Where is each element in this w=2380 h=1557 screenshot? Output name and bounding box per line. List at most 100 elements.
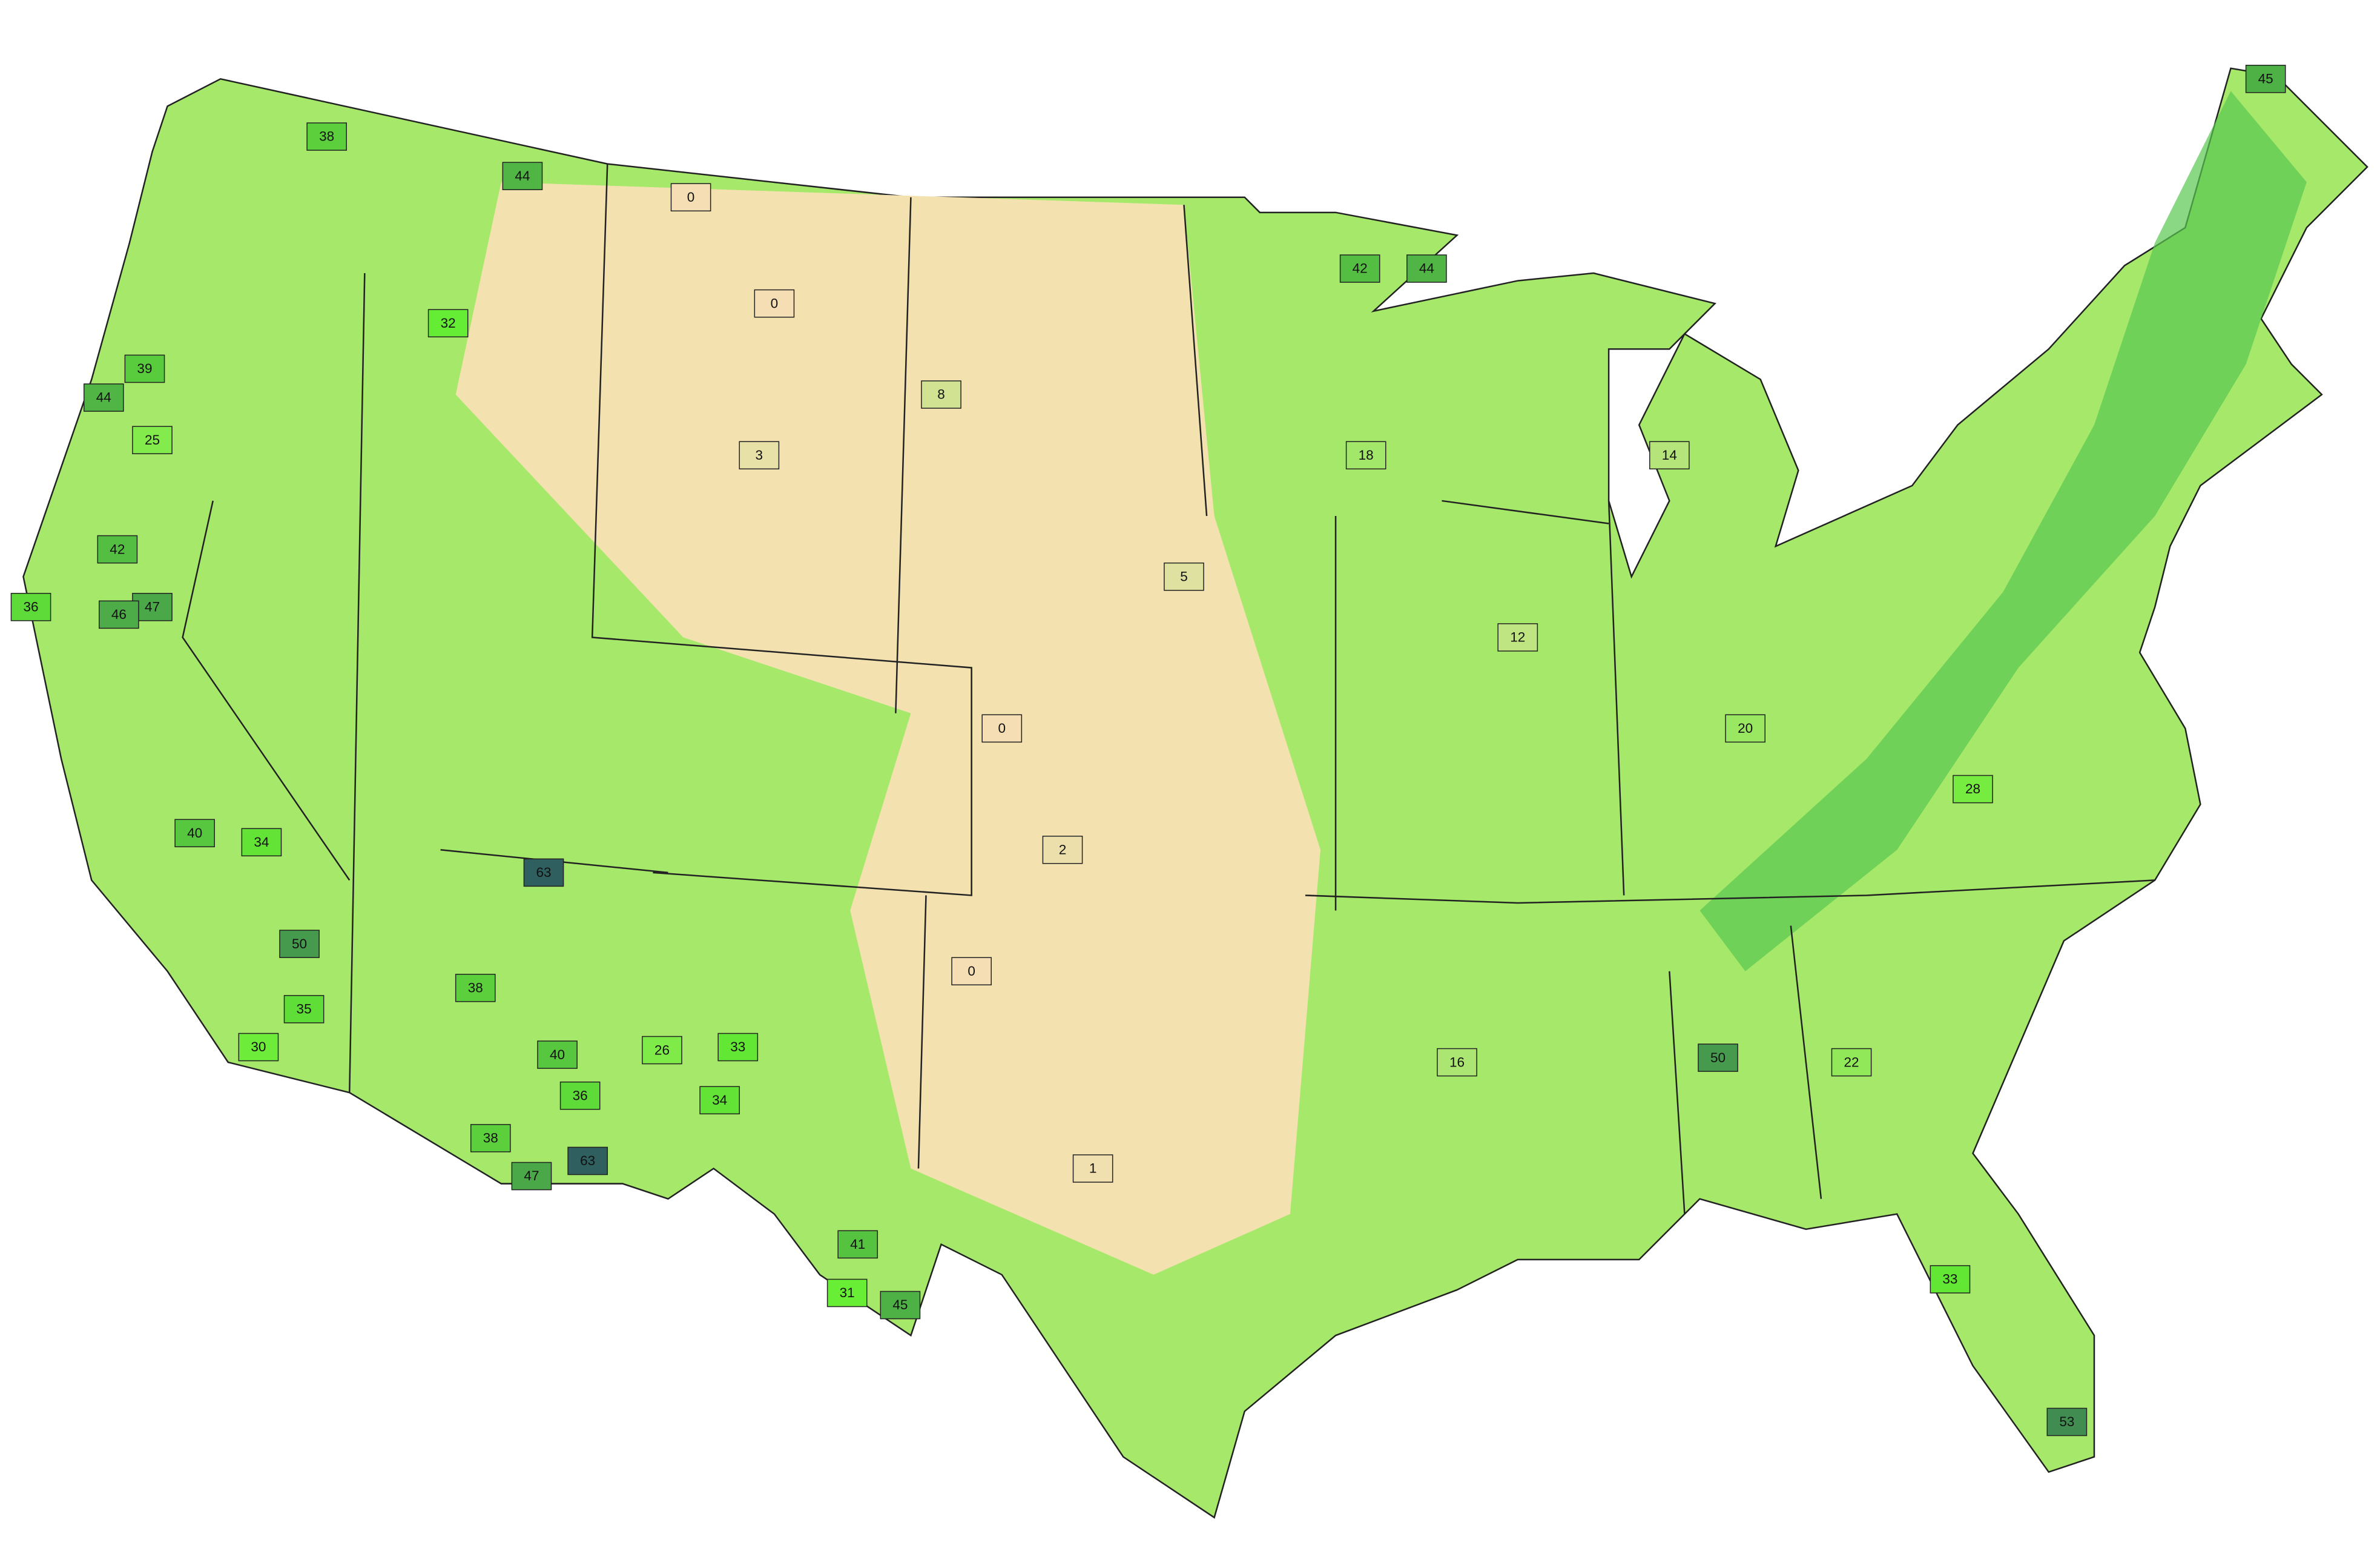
county-value-label: 20 <box>1738 721 1753 736</box>
county-value-label: 32 <box>441 316 456 331</box>
county-value-label: 42 <box>110 541 125 557</box>
county-value-label: 40 <box>550 1047 565 1062</box>
county-value-label: 45 <box>892 1297 908 1312</box>
county-value-label: 47 <box>145 600 160 615</box>
county <box>717 1033 759 1062</box>
county <box>826 1278 868 1307</box>
county <box>1698 1043 1738 1072</box>
county <box>1953 775 1993 804</box>
county <box>1437 1048 1477 1077</box>
county <box>642 1036 682 1065</box>
county-value-label: 33 <box>730 1039 745 1054</box>
county-value-label: 63 <box>536 865 551 880</box>
county <box>511 1162 552 1191</box>
county <box>1831 1048 1872 1077</box>
county <box>1345 441 1386 470</box>
county <box>83 383 124 412</box>
county-value-label: 40 <box>187 825 202 841</box>
county <box>699 1086 740 1115</box>
county-value-label: 31 <box>840 1285 855 1300</box>
county <box>283 995 325 1023</box>
county-value-label: 3 <box>756 448 763 463</box>
county <box>502 162 543 190</box>
county <box>427 309 469 338</box>
county-value-label: 0 <box>998 721 1006 736</box>
county <box>1042 835 1083 864</box>
county-value-label: 36 <box>23 600 38 615</box>
county-value-label: 36 <box>573 1088 588 1103</box>
county-value-label: 34 <box>712 1093 727 1108</box>
county <box>1497 623 1538 652</box>
county <box>1072 1154 1113 1183</box>
county-value-label: 34 <box>254 835 269 850</box>
county-value-label: 30 <box>251 1039 266 1054</box>
county <box>951 957 992 986</box>
county <box>1930 1265 1971 1294</box>
county <box>470 1124 511 1152</box>
county <box>981 714 1023 743</box>
county <box>921 380 961 409</box>
county <box>880 1291 921 1320</box>
county-value-label: 46 <box>111 607 127 622</box>
county <box>567 1146 608 1175</box>
county <box>174 819 215 848</box>
county <box>1725 714 1765 743</box>
county <box>99 600 139 629</box>
county-value-label: 33 <box>1942 1272 1957 1287</box>
county <box>1164 562 1204 591</box>
county <box>10 593 51 621</box>
county-value-label: 45 <box>2258 71 2273 87</box>
county <box>1649 441 1690 470</box>
county <box>2245 64 2286 93</box>
county-value-label: 0 <box>687 190 695 205</box>
county-value-label: 44 <box>1419 261 1434 276</box>
county <box>455 974 496 1002</box>
county-value-label: 35 <box>297 1002 312 1017</box>
county <box>306 122 348 151</box>
county <box>523 858 564 887</box>
county-value-label: 12 <box>1510 630 1525 645</box>
county <box>124 354 165 383</box>
county-value-label: 22 <box>1844 1054 1859 1069</box>
county <box>837 1230 878 1259</box>
appalachian-region <box>1699 91 2307 971</box>
county-value-label: 42 <box>1353 261 1368 276</box>
county-value-label: 50 <box>1710 1050 1726 1065</box>
county-value-label: 28 <box>1965 781 1980 796</box>
county <box>241 828 282 857</box>
county-value-label: 5 <box>1180 569 1188 584</box>
county <box>97 535 138 564</box>
county-value-label: 8 <box>937 387 945 402</box>
county-value-label: 0 <box>771 296 779 311</box>
county-value-label: 53 <box>2059 1414 2074 1429</box>
county-value-label: 41 <box>850 1237 865 1252</box>
county-value-label: 26 <box>654 1042 670 1057</box>
county-value-label: 18 <box>1359 448 1374 463</box>
plains-region <box>455 182 1321 1275</box>
county <box>2046 1407 2088 1436</box>
county <box>132 593 173 621</box>
county-value-label: 25 <box>145 432 160 448</box>
county-value-label: 14 <box>1662 448 1677 463</box>
county <box>1339 254 1380 283</box>
county-value-label: 38 <box>468 980 483 996</box>
county <box>1406 254 1447 283</box>
county-value-label: 16 <box>1449 1054 1465 1069</box>
county-value-label: 39 <box>137 361 152 376</box>
county <box>559 1081 601 1110</box>
county-value-label: 38 <box>319 129 334 144</box>
county <box>670 183 711 212</box>
county <box>537 1040 578 1069</box>
county-value-label: 63 <box>580 1153 595 1168</box>
county-value-label: 44 <box>515 168 530 183</box>
county-value-label: 50 <box>292 936 307 951</box>
county-value-label: 0 <box>967 964 975 979</box>
county-value-label: 2 <box>1059 842 1067 857</box>
county-value-label: 38 <box>483 1131 498 1146</box>
county <box>132 426 173 455</box>
county <box>238 1033 279 1062</box>
county-value-label: 44 <box>96 390 111 405</box>
county <box>754 289 795 318</box>
county <box>739 441 780 470</box>
